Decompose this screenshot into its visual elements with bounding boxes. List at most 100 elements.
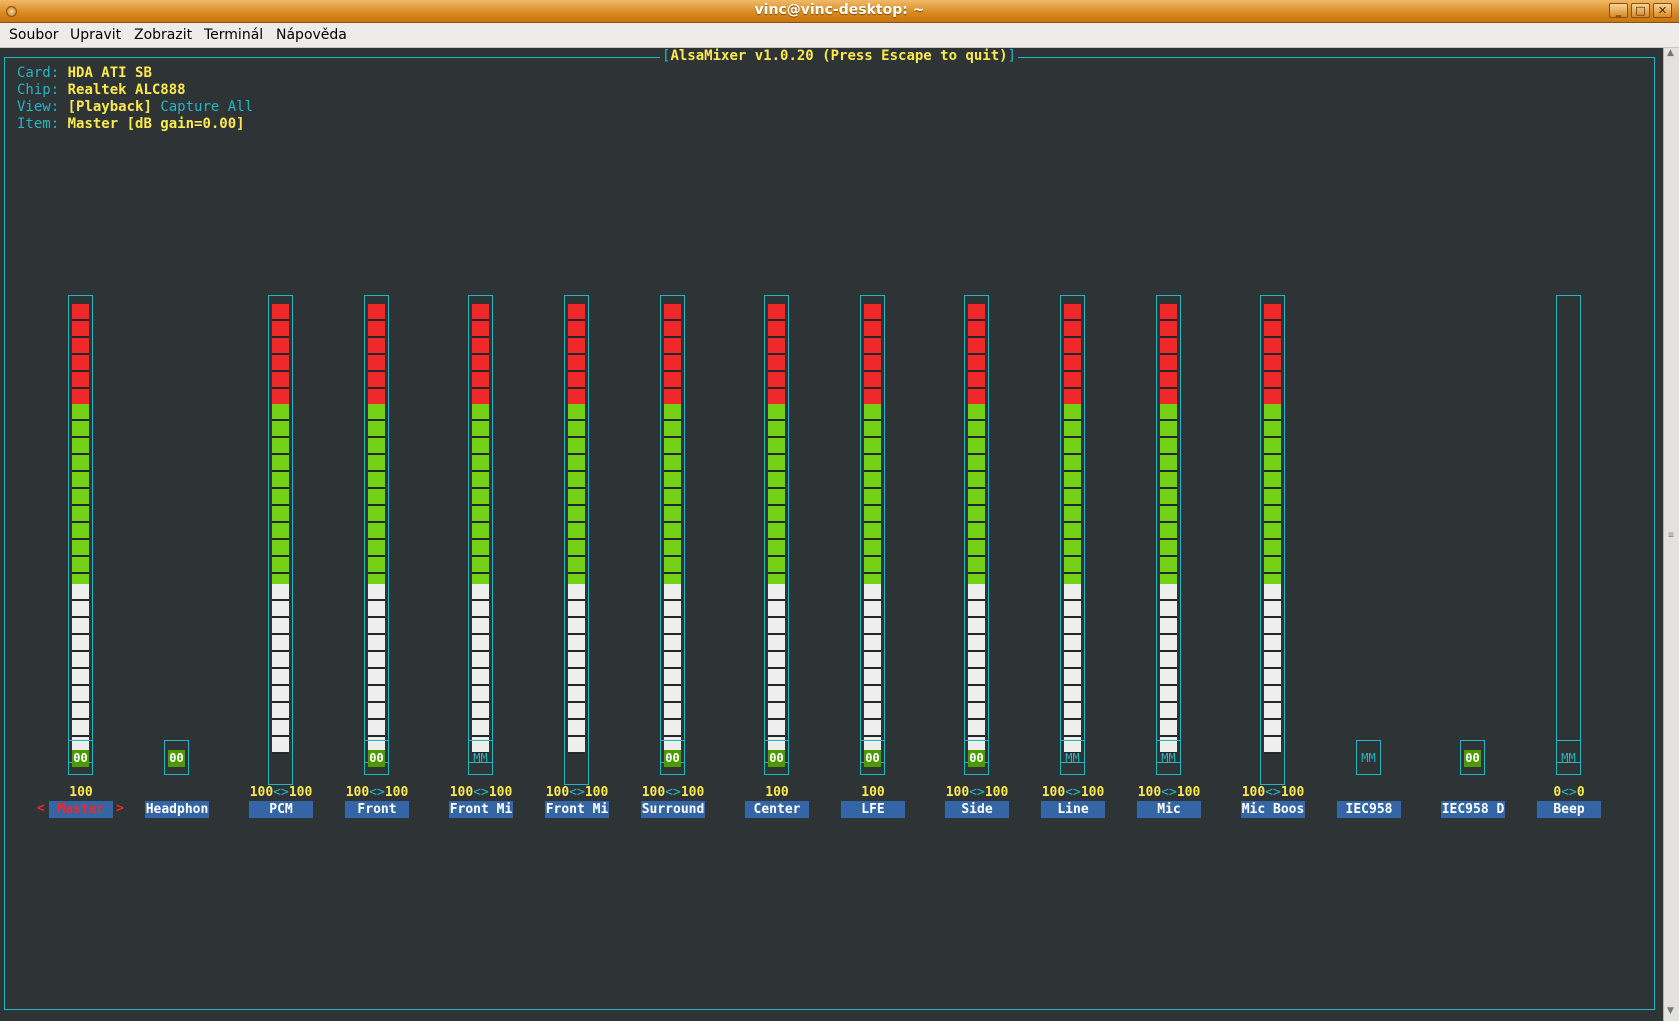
balance-arrows: <> — [569, 785, 585, 800]
menu-soubor[interactable]: Soubor — [9, 27, 59, 43]
level-segment — [768, 304, 785, 404]
window-menu-icon[interactable] — [6, 6, 17, 17]
volume-slider[interactable] — [1260, 295, 1285, 785]
view-key: View: — [17, 99, 60, 115]
volume-level-fill — [272, 304, 289, 754]
mute-switch[interactable]: MM — [1356, 740, 1381, 775]
level-segment — [768, 404, 785, 584]
menu-upravit[interactable]: Upravit — [70, 27, 122, 43]
left-value: 0 — [1553, 785, 1562, 800]
channel-name[interactable]: Front Mi — [545, 801, 609, 818]
volume-level-fill — [1264, 304, 1281, 754]
scroll-down-icon[interactable]: ▼ — [1667, 1006, 1674, 1016]
volume-level-fill — [472, 304, 489, 754]
mute-switch[interactable]: MM — [1156, 740, 1181, 775]
volume-value: 100 — [69, 785, 93, 800]
close-button[interactable]: ✕ — [1653, 3, 1672, 18]
level-segment — [664, 404, 681, 584]
left-value: 100 — [345, 785, 370, 800]
volume-slider[interactable] — [1556, 295, 1581, 763]
volume-slider[interactable] — [860, 295, 885, 763]
volume-slider[interactable] — [660, 295, 685, 763]
channel-name[interactable]: IEC958 D — [1441, 801, 1505, 818]
card-value: HDA ATI SB — [67, 65, 152, 81]
window-title: vinc@vinc-desktop: ~ — [754, 2, 925, 18]
minimize-button[interactable]: _ — [1609, 3, 1628, 18]
volume-slider[interactable] — [564, 295, 589, 785]
left-value: 100 — [1137, 785, 1162, 800]
item-value: Master [dB gain=0.00] — [67, 116, 245, 132]
channel-name[interactable]: Surround — [641, 801, 705, 818]
balance-arrows: <> — [1265, 785, 1281, 800]
volume-level-fill — [864, 304, 881, 754]
scroll-up-icon[interactable]: ▲ — [1667, 48, 1674, 58]
chip-value: Realtek ALC888 — [67, 82, 186, 98]
muted-indicator: MM — [1065, 751, 1080, 765]
menu-terminal[interactable]: Terminál — [204, 27, 264, 43]
channel-name[interactable]: Front — [345, 801, 409, 818]
right-value: 100 — [288, 785, 313, 800]
balance-arrows: <> — [473, 785, 489, 800]
channel-name[interactable]: Mic Boos — [1241, 801, 1305, 818]
level-segment — [368, 584, 385, 754]
volume-slider[interactable] — [468, 295, 493, 763]
mute-switch[interactable]: 00 — [164, 740, 189, 775]
mute-switch[interactable]: 00 — [964, 740, 989, 775]
mute-switch[interactable]: 00 — [1460, 740, 1485, 775]
volume-slider[interactable] — [764, 295, 789, 763]
view-line: View: [Playback] Capture All — [17, 99, 253, 115]
channel-name[interactable]: Line — [1041, 801, 1105, 818]
volume-slider[interactable] — [964, 295, 989, 763]
mute-switch[interactable]: 00 — [68, 740, 93, 775]
view-playback[interactable]: [Playback] — [67, 99, 152, 115]
mute-switch[interactable]: 00 — [764, 740, 789, 775]
view-capture[interactable]: Capture — [160, 99, 220, 115]
mute-switch[interactable]: 00 — [860, 740, 885, 775]
channel-name[interactable]: Side — [945, 801, 1009, 818]
scroll-grip-icon[interactable]: ≡ — [1668, 530, 1675, 541]
level-segment — [768, 584, 785, 754]
channel-name[interactable]: PCM — [249, 801, 313, 818]
level-segment — [72, 584, 89, 754]
channel-name[interactable]: Mic — [1137, 801, 1201, 818]
channel-name[interactable]: Beep — [1537, 801, 1601, 818]
mute-switch[interactable]: 00 — [660, 740, 685, 775]
volume-value: 100<>100 — [322, 785, 432, 800]
mute-switch[interactable]: MM — [468, 740, 493, 775]
item-line: Item: Master [dB gain=0.00] — [17, 116, 245, 132]
maximize-button[interactable]: □ — [1631, 3, 1650, 18]
chip-key: Chip: — [17, 82, 60, 98]
volume-slider[interactable] — [68, 295, 93, 763]
volume-value: 100<>100 — [1218, 785, 1328, 800]
channel-name[interactable]: Front Mi — [449, 801, 513, 818]
volume-slider[interactable] — [1060, 295, 1085, 763]
channel-name[interactable]: LFE — [841, 801, 905, 818]
menu-napoveda[interactable]: Nápověda — [276, 27, 347, 43]
volume-value: 100<>100 — [1114, 785, 1224, 800]
volume-slider[interactable] — [1156, 295, 1181, 763]
mute-switch[interactable]: MM — [1060, 740, 1085, 775]
channel-name[interactable]: Center — [745, 801, 809, 818]
right-value: 100 — [1280, 785, 1305, 800]
channel-name[interactable]: Headphon — [145, 801, 209, 818]
muted-indicator: MM — [473, 751, 488, 765]
balance-arrows: <> — [1161, 785, 1177, 800]
left-value: 100 — [1041, 785, 1066, 800]
menubar: Soubor Upravit Zobrazit Terminál Nápověd… — [0, 23, 1679, 48]
muted-indicator: MM — [1561, 751, 1576, 765]
channel-name[interactable]: Master — [49, 801, 113, 818]
volume-value: 100<>100 — [1018, 785, 1128, 800]
view-all[interactable]: All — [227, 99, 254, 115]
volume-slider[interactable] — [364, 295, 389, 763]
scrollbar[interactable]: ▲ ≡ ▼ — [1663, 48, 1679, 1021]
channel-name[interactable]: IEC958 — [1337, 801, 1401, 818]
volume-slider[interactable] — [268, 295, 293, 785]
terminal-area[interactable]: [AlsaMixer v1.0.20 (Press Escape to quit… — [0, 48, 1663, 1021]
mute-switch[interactable]: 00 — [364, 740, 389, 775]
right-value: 0 — [1576, 785, 1585, 800]
menu-zobrazit[interactable]: Zobrazit — [134, 27, 193, 43]
mute-switch[interactable]: MM — [1556, 740, 1581, 775]
mixer-frame — [4, 57, 1655, 1010]
right-value: 100 — [384, 785, 409, 800]
window-titlebar[interactable]: vinc@vinc-desktop: ~ _ □ ✕ — [0, 0, 1679, 23]
